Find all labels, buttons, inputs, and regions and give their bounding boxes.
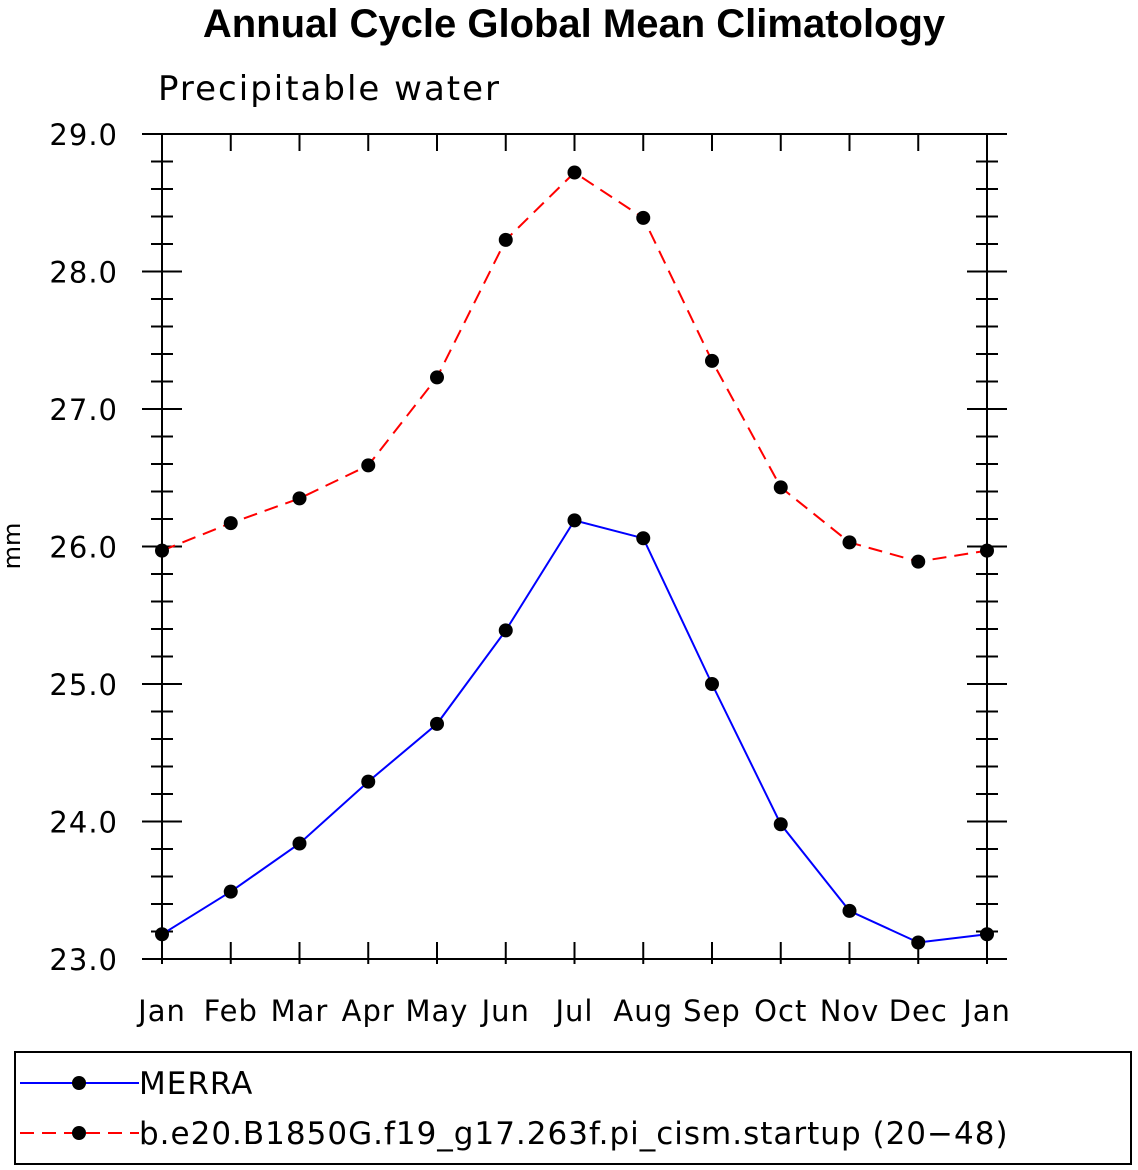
data-point-merra (292, 836, 307, 851)
data-point-model (773, 480, 788, 495)
y-tick-label: 28.0 (49, 256, 118, 290)
plot-area: Jan Feb Mar Apr May Jun Jul Aug Sep Oct Nov Dec Jan 2… (49, 118, 1011, 1028)
x-tick-label: Sep (683, 994, 741, 1028)
series-layer (155, 165, 994, 950)
x-tick-label: Apr (342, 994, 395, 1028)
x-tick-label: Oct (754, 994, 807, 1028)
series-line-merra (161, 519, 988, 944)
chart-title: Annual Cycle Global Mean Climatology (203, 2, 946, 46)
data-point-merra (430, 716, 444, 731)
x-tick-label: Jul (554, 994, 594, 1028)
legend-merra-marker (72, 1076, 86, 1090)
x-tick-label: Jan (961, 994, 1011, 1028)
y-axis-label: mm (0, 523, 26, 570)
data-point-merra (636, 531, 651, 546)
data-point-merra (223, 884, 238, 899)
x-tick-label: Nov (820, 994, 880, 1028)
legend: MERRA b.e20.B1850G.f19_g17.263f.pi_cism.… (14, 1051, 1132, 1165)
x-tick-label: Feb (204, 994, 258, 1028)
data-point-model (361, 458, 376, 473)
y-tick-label: 24.0 (49, 806, 118, 840)
data-point-merra (567, 513, 582, 528)
series-line-model (161, 171, 988, 563)
data-point-model (498, 232, 513, 247)
x-tick-label: Dec (889, 994, 948, 1028)
data-point-merra (155, 927, 169, 942)
x-tick-label: Jun (480, 994, 530, 1028)
data-point-merra (361, 774, 376, 789)
y-tick-label: 27.0 (49, 393, 118, 427)
chart-subtitle: Precipitable water (158, 69, 501, 109)
y-tick-label: 23.0 (49, 943, 118, 977)
y-tick-label: 26.0 (49, 531, 118, 565)
data-point-model (911, 554, 926, 569)
data-point-merra (980, 927, 994, 942)
legend-model-label: b.e20.B1850G.f19_g17.263f.pi_cism.startu… (139, 1116, 1009, 1152)
data-point-merra (705, 677, 719, 691)
legend-box (14, 1051, 1132, 1165)
data-point-model (292, 491, 307, 506)
plot-frame (161, 133, 988, 960)
axis-ticks: Jan Feb Mar Apr May Jun Jul Aug Sep Oct Nov Dec Jan 2… (49, 118, 1011, 1028)
x-tick-label: Mar (271, 994, 329, 1028)
data-point-model (636, 210, 651, 225)
x-tick-label: Jan (136, 994, 186, 1028)
data-point-model (705, 353, 719, 368)
data-point-merra (773, 817, 788, 832)
data-point-merra (498, 623, 513, 638)
x-tick-label: Aug (613, 994, 673, 1028)
y-tick-label: 25.0 (49, 668, 118, 702)
data-point-merra (911, 935, 926, 950)
legend-merra-label: MERRA (139, 1066, 253, 1102)
x-tick-label: May (406, 994, 469, 1028)
data-point-model (842, 535, 857, 550)
legend-model-marker (72, 1126, 86, 1140)
data-point-model (223, 516, 238, 531)
data-point-model (567, 165, 582, 180)
y-tick-label: 29.0 (49, 118, 118, 152)
data-point-merra (842, 903, 857, 918)
data-point-model (980, 543, 994, 558)
data-point-model (155, 543, 169, 558)
data-point-model (430, 370, 444, 385)
